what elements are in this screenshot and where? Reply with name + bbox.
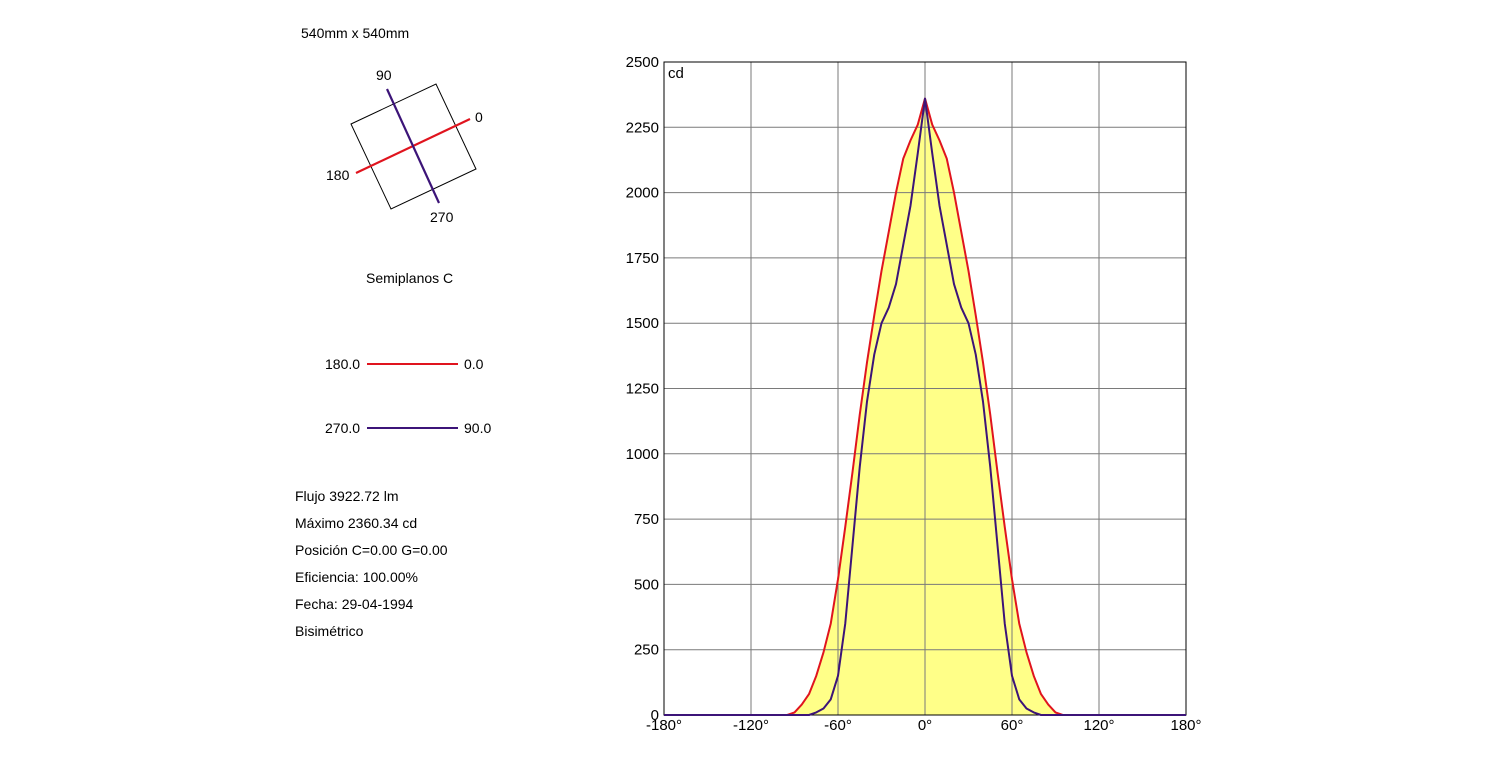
x-tick-label: -180° [646,717,682,734]
y-tick-label: 250 [634,642,659,659]
info-eficiencia: Eficiencia: 100.00% [295,569,418,585]
orientation-label-90: 90 [376,67,392,83]
x-tick-label: 60° [1001,717,1024,734]
series-line-c90-c270 [664,97,1186,716]
info-posicion: Posición C=0.00 G=0.00 [295,542,448,558]
y-tick-label: 2500 [626,54,659,71]
luminaire-outline [350,83,477,210]
y-tick-label: 1750 [626,250,659,267]
y-tick-label: 0 [651,707,659,724]
plot-frame [663,61,1187,716]
x-tick-label: 180° [1170,717,1201,734]
legend-left-c180: 180.0 [325,356,360,372]
y-tick-label: 1500 [626,315,659,332]
x-tick-label: -60° [824,717,852,734]
x-tick-label: 120° [1083,717,1114,734]
y-tick-label: 500 [634,576,659,593]
info-flujo: Flujo 3922.72 lm [295,488,399,504]
y-tick-label: 750 [634,511,659,528]
y-tick-label: 2250 [626,119,659,136]
legend-left-c270: 270.0 [325,420,360,436]
orientation-label-180: 180 [326,167,350,183]
c90-c270-plane-line [385,88,441,204]
polar-curve-chart: -180° -120° -60° 0° 60° 120° 180° 0 250 500 750 100… [626,54,1202,734]
info-maximo: Máximo 2360.34 cd [295,515,418,531]
semiplanes-title: Semiplanos C [366,270,454,286]
y-tick-label: 2000 [626,185,659,202]
legend-right-c90: 90.0 [464,420,491,436]
info-fecha: Fecha: 29-04-1994 [295,596,414,612]
legend-right-c0: 0.0 [464,356,484,372]
orientation-label-270: 270 [430,209,454,225]
y-tick-label: 1250 [626,381,659,398]
x-tick-label: 0° [918,717,932,734]
info-tipo: Bisimétrico [295,623,364,639]
y-tick-label: 1000 [626,446,659,463]
orientation-label-0: 0 [475,109,483,125]
x-tick-label: -120° [733,717,769,734]
dimensions-label: 540mm x 540mm [301,25,410,41]
y-unit-label: cd [668,65,684,82]
